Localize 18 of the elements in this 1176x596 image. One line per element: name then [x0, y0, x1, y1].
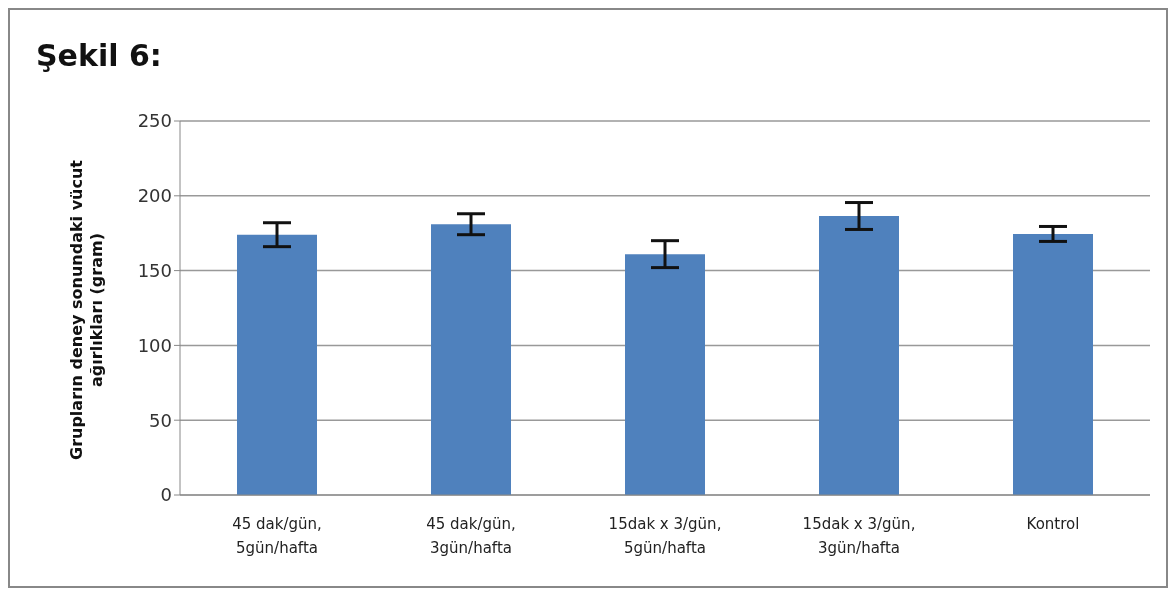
- y-tick-label: 200: [137, 185, 172, 207]
- bar: [819, 216, 899, 495]
- y-tick-label: 150: [137, 259, 172, 281]
- bar: [1013, 233, 1093, 495]
- y-tick-label: 100: [137, 334, 172, 356]
- y-tick-label: 0: [160, 484, 172, 506]
- chart-title: Şekil 6:: [36, 38, 162, 73]
- y-tick-label: 250: [137, 110, 172, 132]
- x-tick-label: Kontrol: [1026, 515, 1080, 533]
- y-axis-title: Grupların deney sonundaki vücut ağırlıkları (gram): [67, 159, 106, 461]
- bar: [431, 224, 511, 495]
- x-tick-label: 15dak x 3/gün, 5gün/hafta: [608, 515, 722, 557]
- bar: [237, 234, 317, 495]
- y-tick-label: 50: [149, 409, 172, 431]
- x-tick-label: 45 dak/gün, 5gün/hafta: [232, 515, 322, 557]
- x-tick-label: 15dak x 3/gün, 3gün/hafta: [802, 515, 916, 557]
- bar: [625, 254, 705, 495]
- x-tick-label: 45 dak/gün, 3gün/hafta: [426, 515, 516, 557]
